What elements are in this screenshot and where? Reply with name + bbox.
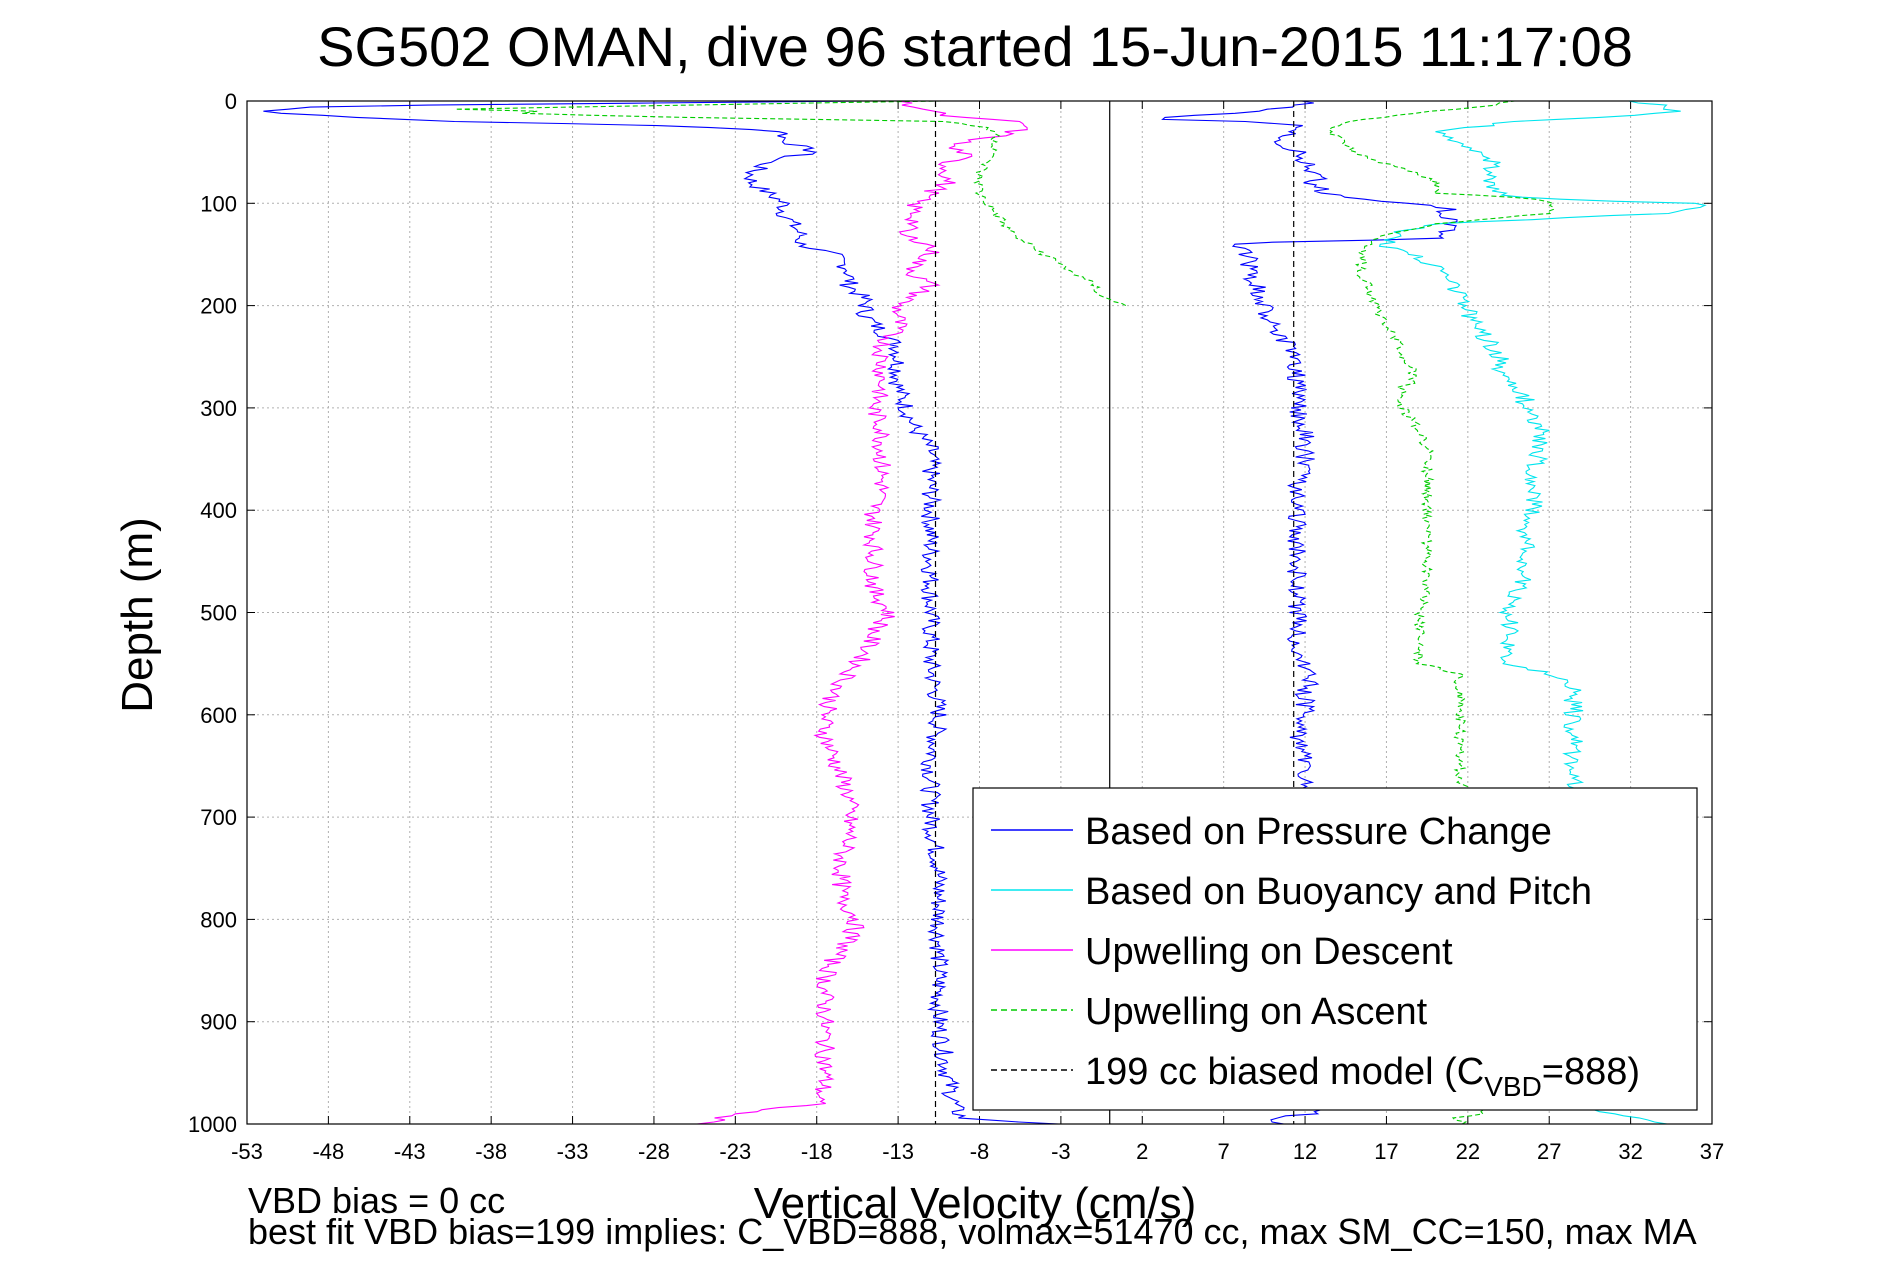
- x-tick-labels: -53 -48 -43 -38 -33 -28 -23 -18 -13 -8 -3 2 7 12 17 22 2…: [231, 101, 1724, 1164]
- x-tick-label: -28: [638, 1139, 670, 1164]
- x-tick-label: 7: [1218, 1139, 1230, 1164]
- plot-frame: [246, 100, 1713, 1125]
- x-tick-label: -38: [475, 1139, 507, 1164]
- chart-title: SG502 OMAN, dive 96 started 15-Jun-2015 …: [317, 15, 1633, 78]
- x-tick-label: 32: [1618, 1139, 1642, 1164]
- vbd-bias-note: VBD bias = 0 cc: [248, 1180, 506, 1221]
- series-lines: [263, 100, 1707, 1125]
- y-tick-label: 300: [200, 396, 237, 421]
- x-tick-label: -23: [719, 1139, 751, 1164]
- series-line-1-profile-1: [263, 100, 1059, 1125]
- y-tick-label: 700: [200, 805, 237, 830]
- y-tick-label: 0: [225, 89, 237, 114]
- y-tick-label: 1000: [188, 1112, 237, 1137]
- legend-label-subscript: VBD: [1484, 1071, 1542, 1102]
- legend-label-main: 199 cc biased model (C: [1085, 1051, 1484, 1093]
- plot-border: [246, 100, 1713, 1125]
- x-tick-label: -53: [231, 1139, 263, 1164]
- x-tick-label: 37: [1700, 1139, 1724, 1164]
- y-tick-label: 100: [200, 191, 237, 216]
- y-tick-label: 400: [200, 498, 237, 523]
- legend: Based on Pressure Change Based on Buoyanc…: [972, 787, 1698, 1111]
- x-tick-label: 17: [1374, 1139, 1398, 1164]
- y-tick-label: 600: [200, 703, 237, 728]
- x-tick-label: -3: [1051, 1139, 1071, 1164]
- series-line-3-profile-1: [696, 100, 1028, 1125]
- y-tick-label: 200: [200, 294, 237, 319]
- x-tick-label: -13: [882, 1139, 914, 1164]
- series-line-4-profile-2: [455, 100, 1127, 307]
- y-tick-label: 800: [200, 907, 237, 932]
- y-tick-label: 900: [200, 1010, 237, 1035]
- y-axis-label: Depth (m): [113, 517, 162, 713]
- x-tick-label: 12: [1293, 1139, 1317, 1164]
- legend-label: 199 cc biased model (CVBD=888): [1085, 1051, 1640, 1102]
- x-tick-label: -33: [557, 1139, 589, 1164]
- x-tick-label: 27: [1537, 1139, 1561, 1164]
- x-tick-label: 22: [1456, 1139, 1480, 1164]
- legend-label: Based on Pressure Change: [1085, 811, 1552, 853]
- y-tick-label: 500: [200, 601, 237, 626]
- x-tick-label: 2: [1136, 1139, 1148, 1164]
- x-axis-label: Vertical Velocity (cm/s): [754, 1179, 1197, 1228]
- y-tick-labels: 0 100 200 300 400 500 600 700 800 900 1000: [188, 89, 1712, 1137]
- legend-label: Upwelling on Descent: [1085, 931, 1453, 973]
- x-tick-label: -18: [801, 1139, 833, 1164]
- legend-box: [972, 787, 1698, 1111]
- x-tick-label: -43: [394, 1139, 426, 1164]
- x-tick-label: -48: [312, 1139, 344, 1164]
- legend-label-tail: =888): [1542, 1051, 1640, 1093]
- legend-label: Upwelling on Ascent: [1085, 991, 1428, 1033]
- legend-label: Based on Buoyancy and Pitch: [1085, 871, 1592, 913]
- x-tick-label: -8: [970, 1139, 990, 1164]
- best-fit-note: best fit VBD bias=199 implies: C_VBD=888…: [248, 1211, 1697, 1252]
